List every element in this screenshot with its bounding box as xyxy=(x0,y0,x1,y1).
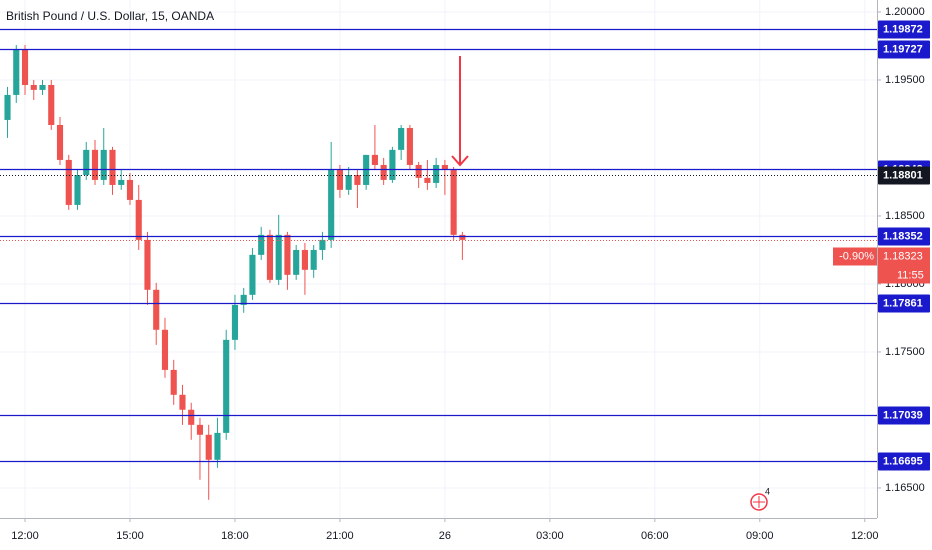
arrow xyxy=(451,56,469,167)
level-label-box xyxy=(878,40,930,59)
candle-body xyxy=(65,159,72,205)
level-label: 1.17039 xyxy=(883,409,923,421)
candle-body xyxy=(240,294,247,305)
badge-count: 4 xyxy=(765,486,770,496)
candle-body xyxy=(223,339,230,433)
x-tick-label: 12:00 xyxy=(851,530,879,542)
last-price-box xyxy=(878,247,930,284)
candle-body xyxy=(275,234,282,280)
level-label: 1.16695 xyxy=(883,455,923,467)
marker-label: 1.18801 xyxy=(883,169,923,181)
chart-title: British Pound / U.S. Dollar, 15, OANDA xyxy=(6,9,214,23)
y-tick-label: 1.19500 xyxy=(885,74,925,86)
candle-body xyxy=(48,84,55,125)
x-tick-label: 21:00 xyxy=(326,530,354,542)
candle-body xyxy=(205,434,212,460)
candle-body xyxy=(249,254,256,295)
candle-body xyxy=(301,249,308,270)
x-tick-label: 18:00 xyxy=(221,530,249,542)
candle-body xyxy=(345,175,352,190)
level-label-box xyxy=(878,294,930,313)
level-label: 1.19727 xyxy=(883,43,923,55)
candle-body xyxy=(74,175,81,205)
level-label-box xyxy=(878,20,930,39)
level-label: 1.17861 xyxy=(883,297,923,309)
change-label: -0.90% xyxy=(839,250,874,262)
event-badge[interactable]: 4 xyxy=(750,486,770,511)
level-label: 1.19872 xyxy=(883,23,923,35)
candle-body xyxy=(380,164,387,180)
grid xyxy=(0,0,877,518)
candle-body xyxy=(153,289,160,330)
candle-body xyxy=(100,149,107,180)
candle-body xyxy=(354,175,361,185)
x-tick-label: 09:00 xyxy=(746,530,774,542)
candle-body xyxy=(83,149,90,176)
candle-body xyxy=(371,154,378,165)
candle-body xyxy=(91,149,99,180)
candle-body xyxy=(406,127,413,165)
candle-body xyxy=(56,124,64,160)
last-price-label: 1.18323 xyxy=(883,250,923,262)
x-tick-label: 15:00 xyxy=(116,530,144,542)
candle-body xyxy=(144,239,151,290)
candle-body xyxy=(214,432,221,460)
candle-body xyxy=(450,169,457,235)
candle-body xyxy=(179,394,186,410)
candle-body xyxy=(30,84,37,90)
candle-body xyxy=(433,164,440,183)
candle-body xyxy=(4,94,11,120)
candle-body xyxy=(459,234,466,240)
candle-body xyxy=(231,304,239,340)
candle-body xyxy=(293,249,300,275)
candle-body xyxy=(109,149,116,185)
candle-body xyxy=(135,199,142,240)
candle-body xyxy=(319,239,326,250)
candle-body xyxy=(389,149,396,180)
level-label-box xyxy=(878,406,930,425)
candles xyxy=(4,45,466,500)
candle-body xyxy=(336,169,343,190)
candle-body xyxy=(441,164,448,170)
arrow-head xyxy=(451,155,469,167)
x-tick-label: 26 xyxy=(439,530,451,542)
countdown: 11:55 xyxy=(897,269,924,281)
candle-body xyxy=(118,179,125,185)
candle-body xyxy=(196,424,204,435)
candle-body xyxy=(310,249,317,270)
x-tick-label: 06:00 xyxy=(641,530,669,542)
candle-body xyxy=(126,179,134,200)
marker-label-box xyxy=(878,166,930,185)
candle-body xyxy=(13,49,20,95)
candle-body xyxy=(415,164,422,178)
x-tick-label: 03:00 xyxy=(536,530,564,542)
candle-body xyxy=(161,329,169,370)
y-tick-label: 1.16500 xyxy=(885,482,925,494)
candle-body xyxy=(39,84,46,90)
y-tick-label: 1.18500 xyxy=(885,210,925,222)
candle-body xyxy=(21,49,29,85)
y-tick-label: 1.17500 xyxy=(885,346,925,358)
candle-body xyxy=(398,127,405,150)
candle-body xyxy=(284,234,291,275)
candle-body xyxy=(170,369,177,395)
axis: 1.200001.195001.185001.180001.175001.165… xyxy=(11,6,930,542)
level-label-box xyxy=(878,227,930,246)
levels xyxy=(0,28,877,463)
level-label: 1.18352 xyxy=(883,230,923,242)
badge-icon xyxy=(753,496,765,508)
candle-body xyxy=(424,177,431,183)
level-label-box xyxy=(878,452,930,471)
change-box xyxy=(833,247,877,266)
candle-body xyxy=(266,234,274,280)
y-tick-label: 1.20000 xyxy=(885,6,925,18)
candle-body xyxy=(328,169,335,240)
x-tick-label: 12:00 xyxy=(11,530,39,542)
candle-body xyxy=(188,409,195,425)
candle-body xyxy=(258,234,265,255)
